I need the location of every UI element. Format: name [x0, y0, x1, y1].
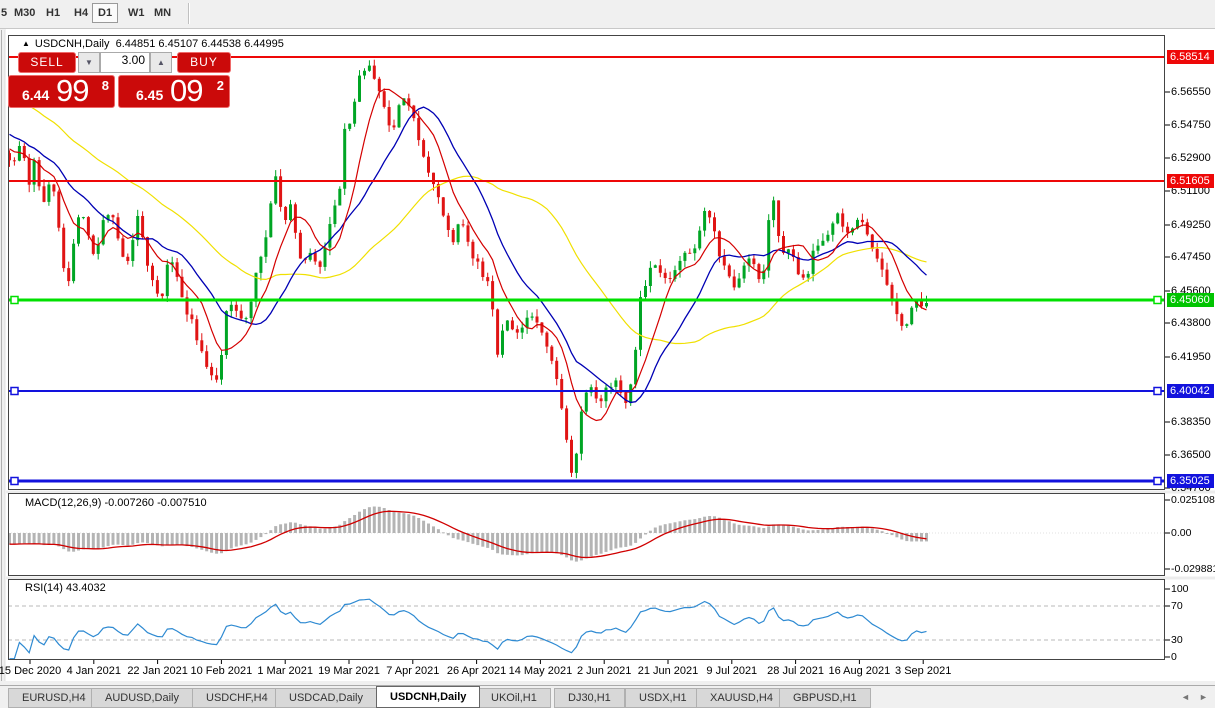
symbol-tab-usdchf[interactable]: USDCHF,H4 — [192, 688, 282, 708]
sell-price-big: 99 — [56, 73, 89, 108]
timeframe-button-5[interactable]: 5 — [1, 7, 8, 19]
buy-price-quote[interactable]: 6.45 09 2 — [118, 73, 230, 108]
timeframe-button-D1[interactable]: D1 — [92, 3, 119, 23]
macd-indicator-label: MACD(12,26,9) -0.007260 -0.007510 — [25, 497, 207, 509]
macd-axis-tick: 0.00 — [1171, 527, 1192, 539]
date-axis-label: 10 Feb 2021 — [190, 665, 253, 677]
price-axis-tick: 6.41950 — [1171, 351, 1211, 363]
price-axis-tick: 6.54750 — [1171, 119, 1211, 131]
macd-axis-tick: -0.029881 — [1171, 563, 1215, 575]
price-axis-tick: 6.51100 — [1171, 185, 1210, 197]
symbol-tab-xauusd[interactable]: XAUUSD,H4 — [696, 688, 787, 708]
sell-price-quote[interactable]: 6.44 99 8 — [8, 73, 115, 108]
symbol-tab-audusd[interactable]: AUDUSD,Daily — [91, 688, 193, 708]
date-axis-label: 9 Jul 2021 — [706, 665, 758, 677]
collapse-arrow-icon[interactable]: ▲ — [22, 39, 30, 48]
date-axis-label: 7 Apr 2021 — [386, 665, 440, 677]
date-axis-label: 1 Mar 2021 — [257, 665, 314, 677]
price-axis-tick: 6.38350 — [1171, 416, 1211, 428]
sell-price-superscript: 8 — [101, 78, 109, 93]
price-axis-tick: 6.49250 — [1171, 219, 1211, 231]
date-axis-label: 19 Mar 2021 — [318, 665, 380, 677]
timeframe-button-H4[interactable]: H4 — [74, 7, 89, 19]
volume-increase-button[interactable]: ▲ — [150, 52, 172, 73]
price-level-badge: 6.35025 — [1167, 474, 1214, 488]
tab-scroll-right-icon[interactable]: ► — [1199, 692, 1208, 702]
timeframe-button-MN[interactable]: MN — [154, 7, 172, 19]
date-axis-label: 21 Jun 2021 — [637, 665, 699, 677]
symbol-tab-usdx[interactable]: USDX,H1 — [625, 688, 701, 708]
symbol-tab-usdcnh[interactable]: USDCNH,Daily — [376, 686, 481, 708]
symbol-tab-gbpusd[interactable]: GBPUSD,H1 — [779, 688, 871, 708]
ohlc-values: 6.44851 6.45107 6.44538 6.44995 — [115, 38, 284, 50]
price-axis-tick: 6.36500 — [1171, 449, 1211, 461]
date-axis-label: 16 Aug 2021 — [828, 665, 891, 677]
date-axis-label: 14 May 2021 — [508, 665, 573, 677]
buy-price-superscript: 2 — [216, 78, 224, 93]
price-level-badge: 6.45060 — [1167, 293, 1214, 307]
buy-price-small: 6.45 — [136, 87, 164, 103]
date-axis-label: 22 Jan 2021 — [127, 665, 188, 677]
symbol-tab-eurusd[interactable]: EURUSD,H4 — [8, 688, 100, 708]
symbol-title: USDCNH,Daily — [34, 38, 110, 50]
volume-input[interactable]: 3.00 — [100, 52, 150, 73]
rsi-indicator-label: RSI(14) 43.4032 — [25, 582, 106, 594]
symbol-tab-usdcad[interactable]: USDCAD,Daily — [275, 688, 377, 708]
rsi-axis-tick: 0 — [1171, 651, 1177, 663]
symbol-tab-dj30[interactable]: DJ30,H1 — [554, 688, 625, 708]
date-axis-label: 26 Apr 2021 — [446, 665, 507, 677]
price-level-badge: 6.58514 — [1167, 50, 1214, 64]
symbol-tab-bar: EURUSD,H4 AUDUSD,Daily USDCHF,H4 USDCAD,Dai… — [0, 685, 1215, 708]
price-axis-tick: 6.43800 — [1171, 317, 1211, 329]
price-level-badge: 6.51605 — [1167, 174, 1214, 188]
timeframe-button-M30[interactable]: M30 — [14, 7, 36, 19]
volume-decrease-button[interactable]: ▼ — [78, 52, 100, 73]
sell-button[interactable]: SELL — [18, 52, 76, 73]
timeframe-button-W1[interactable]: W1 — [128, 7, 145, 19]
date-axis-label: 4 Jan 2021 — [66, 665, 122, 677]
buy-button[interactable]: BUY — [177, 52, 231, 73]
tab-scroll-left-icon[interactable]: ◄ — [1181, 692, 1190, 702]
macd-axis-tick: 0.025108 — [1171, 494, 1215, 506]
rsi-axis-tick: 70 — [1171, 600, 1183, 612]
timeframe-button-H1[interactable]: H1 — [46, 7, 61, 19]
chart-title: ▲ USDCNH,Daily 6.44851 6.45107 6.44538 6.… — [22, 38, 284, 50]
buy-price-big: 09 — [170, 73, 203, 108]
date-axis-label: 2 Jun 2021 — [576, 665, 632, 677]
price-axis-tick: 6.56550 — [1171, 86, 1211, 98]
rsi-axis-tick: 100 — [1171, 583, 1189, 595]
symbol-tab-ukoil[interactable]: UKOil,H1 — [477, 688, 551, 708]
date-axis-label: 15 Dec 2020 — [0, 665, 62, 677]
rsi-axis-tick: 30 — [1171, 634, 1183, 646]
sell-price-small: 6.44 — [22, 87, 50, 103]
price-axis-tick: 6.47450 — [1171, 251, 1211, 263]
price-level-badge: 6.40042 — [1167, 384, 1214, 398]
date-axis-label: 3 Sep 2021 — [895, 665, 952, 677]
toolbar-separator — [188, 3, 190, 24]
price-axis-tick: 6.52900 — [1171, 152, 1211, 164]
date-axis-label: 28 Jul 2021 — [767, 665, 825, 677]
timeframe-toolbar: 5 M30 H1 H4 D1 W1 MN — [0, 0, 1215, 29]
